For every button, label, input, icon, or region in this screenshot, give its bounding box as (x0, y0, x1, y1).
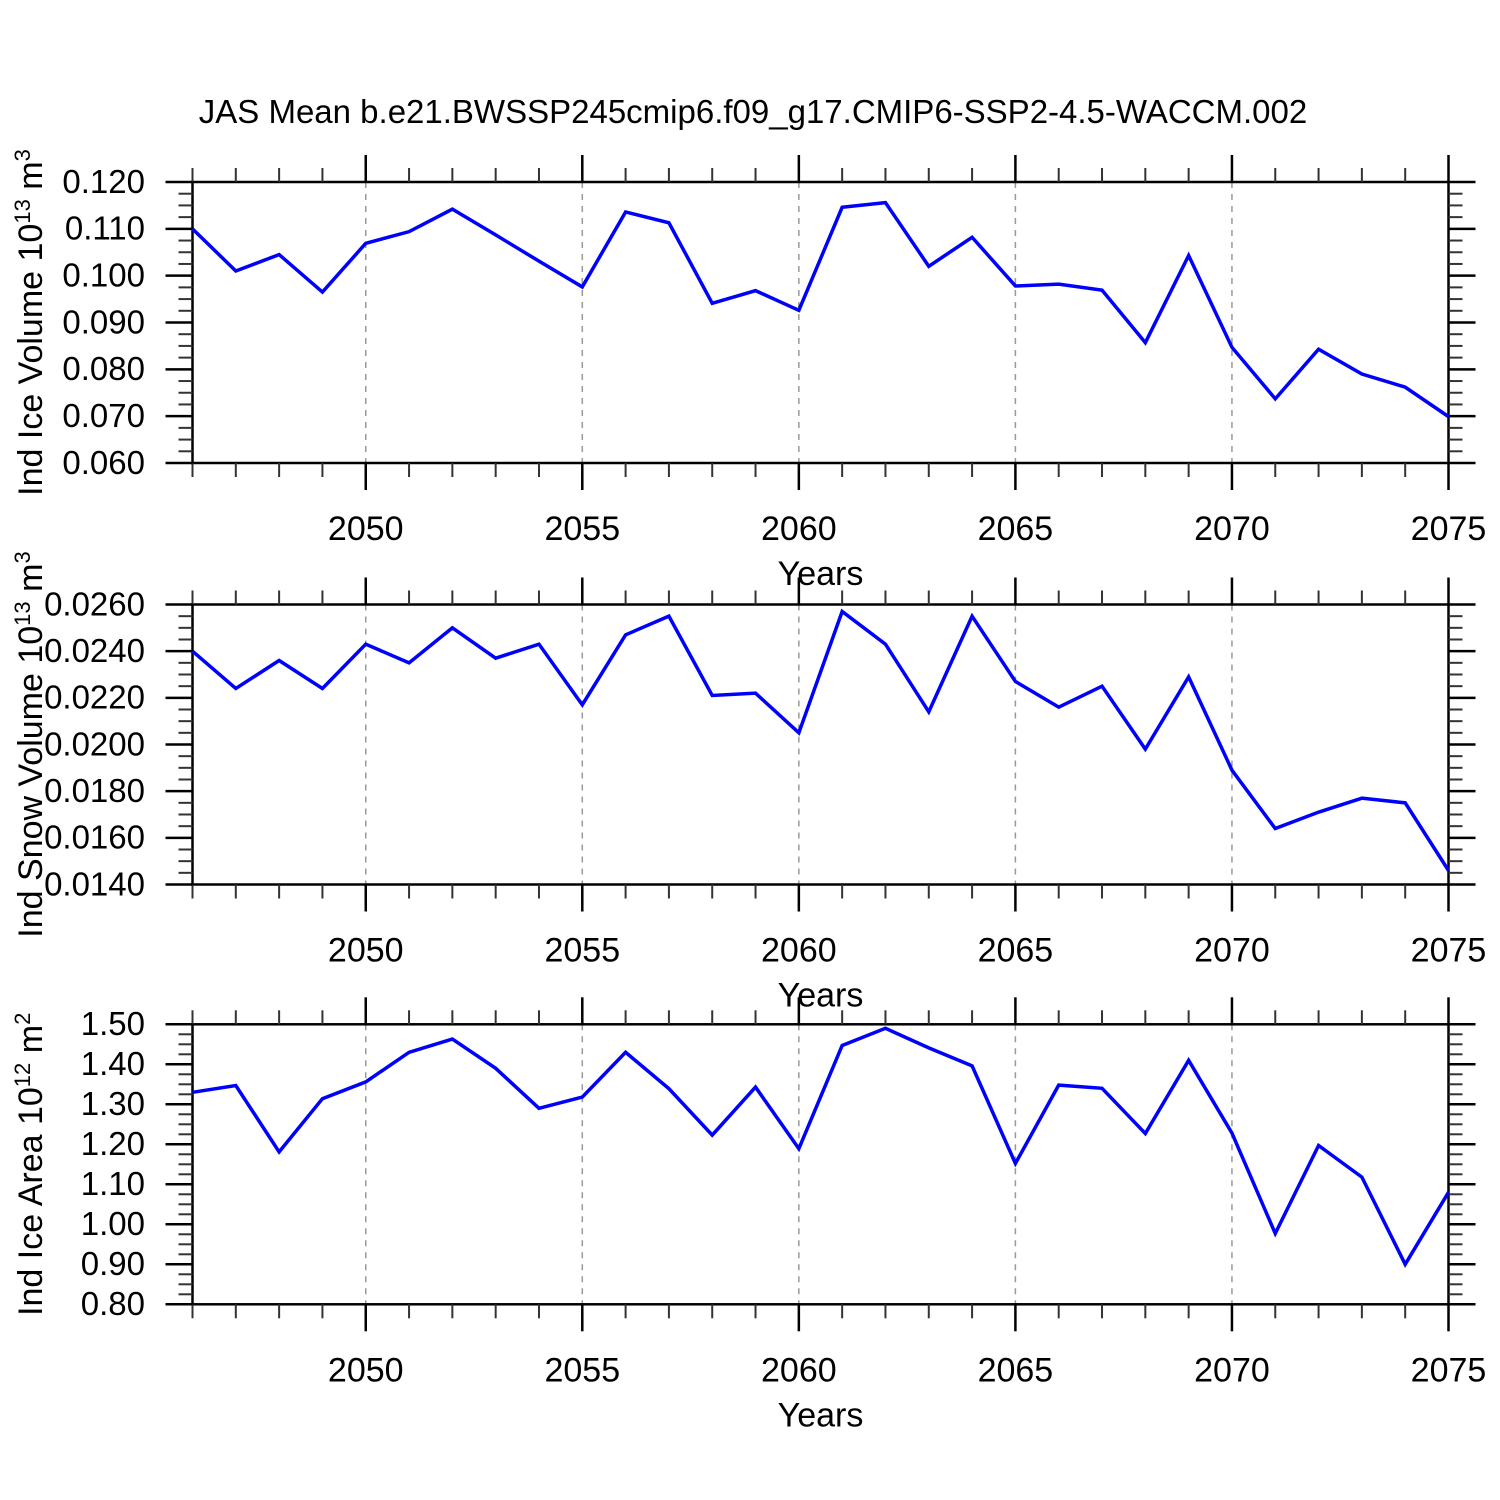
y-tick-labels: 0.0140 0.0160 0.0180 0.0200 0.0220 0.0240 0.02… (44, 585, 145, 902)
axis-ticks (165, 997, 1476, 1332)
y-tick-label: 0.0220 (44, 679, 145, 716)
x-tick-label: 2070 (1194, 510, 1270, 548)
data-line (191, 608, 1450, 872)
y-tick-label: 0.060 (62, 444, 145, 481)
y-tick-label: 0.0240 (44, 632, 145, 669)
x-tick-label: 2065 (978, 1351, 1054, 1389)
y-tick-label: 0.100 (62, 257, 145, 294)
y-tick-label: 1.50 (81, 1005, 145, 1042)
y-tick-label: 0.0200 (44, 725, 145, 762)
x-gridlines (364, 604, 1233, 885)
y-tick-label: 0.80 (81, 1285, 145, 1322)
y-tick-labels: 0.060 0.070 0.080 0.090 0.100 0.110 0.120 (62, 163, 145, 481)
x-axis-title: Years (778, 977, 864, 1015)
y-tick-label: 0.120 (62, 163, 145, 200)
y-tick-label: 0.0260 (44, 585, 145, 622)
y-tick-label: 0.0140 (44, 865, 145, 902)
x-tick-label: 2050 (328, 510, 404, 548)
y-tick-label: 0.080 (62, 350, 145, 387)
y-tick-label: 0.110 (65, 210, 145, 247)
x-tick-label: 2055 (544, 932, 620, 970)
axis-ticks (165, 155, 1476, 490)
x-tick-labels: 2050 2055 2060 2065 2070 2075 (328, 932, 1486, 970)
x-tick-label: 2055 (544, 1351, 620, 1389)
y-axis-title: Ind Ice Area 1012 m2 (10, 1013, 50, 1316)
y-tick-label: 0.90 (81, 1245, 145, 1282)
y-axis-title: Ind Ice Volume 1013 m3 (10, 149, 50, 496)
x-tick-label: 2070 (1194, 932, 1270, 970)
panel-snow-volume: 0.0140 0.0160 0.0180 0.0200 0.0220 0.0240 0.02… (10, 551, 1486, 1014)
data-line (191, 200, 1450, 419)
data-line (192, 1026, 1450, 1268)
x-tick-label: 2055 (544, 510, 620, 548)
y-axis-title: Ind Snow Volume 1013 m3 (10, 551, 50, 937)
x-tick-label: 2075 (1411, 932, 1487, 970)
panel-ice-area: 0.800.901.001.101.201.301.401.50 2050 2055… (10, 997, 1486, 1434)
y-tick-label: 1.20 (81, 1125, 145, 1162)
x-tick-label: 2075 (1411, 510, 1487, 548)
x-axis-title: Years (778, 1396, 864, 1434)
x-tick-label: 2060 (761, 510, 837, 548)
y-tick-label: 0.0180 (44, 772, 145, 809)
x-tick-label: 2075 (1411, 1351, 1487, 1389)
y-tick-label: 1.30 (81, 1085, 145, 1122)
y-tick-label: 0.0160 (44, 819, 145, 856)
y-tick-label: 1.00 (81, 1205, 145, 1242)
y-tick-label: 1.10 (81, 1165, 145, 1202)
chart-title: JAS Mean b.e21.BWSSP245cmip6.f09_g17.CMI… (199, 93, 1307, 130)
x-tick-label: 2060 (761, 1351, 837, 1389)
axis-ticks (165, 577, 1476, 912)
y-tick-label: 1.40 (81, 1045, 145, 1082)
x-tick-label: 2065 (978, 510, 1054, 548)
x-tick-labels: 2050 2055 2060 2065 2070 2075 (328, 1351, 1486, 1389)
x-gridlines (364, 1024, 1233, 1305)
y-tick-label: 0.090 (62, 303, 145, 340)
y-tick-labels: 0.800.901.001.101.201.301.401.50 (81, 1005, 145, 1322)
x-tick-label: 2070 (1194, 1351, 1270, 1389)
x-tick-label: 2050 (328, 1351, 404, 1389)
x-axis-title: Years (778, 555, 864, 593)
x-tick-label: 2060 (761, 932, 837, 970)
y-tick-label: 0.070 (62, 397, 145, 434)
x-tick-label: 2050 (328, 932, 404, 970)
x-tick-labels: 2050 2055 2060 2065 2070 2075 (328, 510, 1486, 548)
x-tick-label: 2065 (978, 932, 1054, 970)
